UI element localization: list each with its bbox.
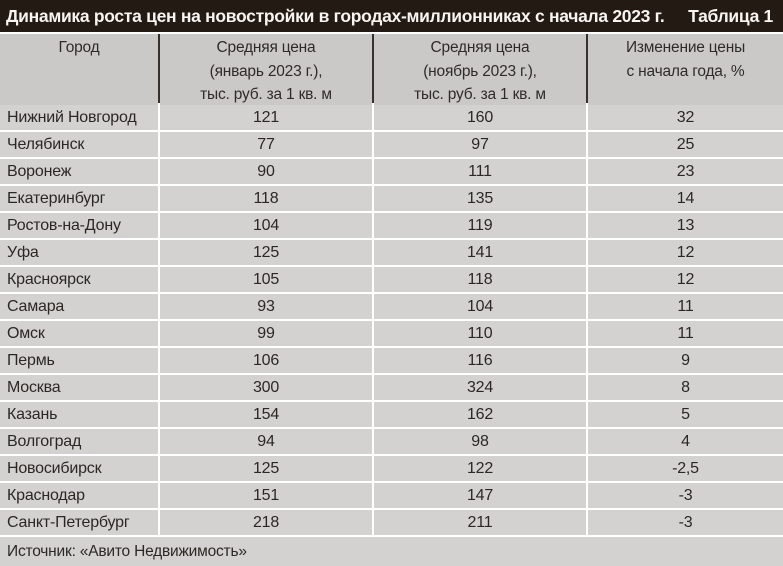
table-header-row: Город Средняя цена (январь 2023 г.), тыс… [0, 34, 783, 107]
header-price-change: Изменение цены с начала года, % [588, 34, 783, 107]
value-cell: 118 [160, 186, 372, 211]
city-cell: Казань [0, 402, 158, 427]
value-cell: -3 [588, 510, 783, 535]
value-cell: 77 [160, 132, 372, 157]
table-row: Волгоград 94 98 4 [0, 429, 783, 454]
value-cell: 90 [160, 159, 372, 184]
value-cell: 99 [160, 321, 372, 346]
value-cell: 125 [160, 240, 372, 265]
value-cell: 162 [374, 402, 586, 427]
city-cell: Самара [0, 294, 158, 319]
value-cell: 9 [588, 348, 783, 373]
value-cell: 151 [160, 483, 372, 508]
city-cell: Ростов-на-Дону [0, 213, 158, 238]
city-cell: Волгоград [0, 429, 158, 454]
value-cell: 104 [374, 294, 586, 319]
table-row: Челябинск 77 97 25 [0, 132, 783, 157]
table-row: Пермь 106 116 9 [0, 348, 783, 373]
value-cell: 105 [160, 267, 372, 292]
value-cell: 300 [160, 375, 372, 400]
value-cell: 324 [374, 375, 586, 400]
value-cell: 13 [588, 213, 783, 238]
value-cell: 147 [374, 483, 586, 508]
table-row: Воронеж 90 111 23 [0, 159, 783, 184]
title-bar: Динамика роста цен на новостройки в горо… [0, 0, 783, 32]
value-cell: 32 [588, 105, 783, 130]
table-row: Красноярск 105 118 12 [0, 267, 783, 292]
value-cell: 110 [374, 321, 586, 346]
city-cell: Краснодар [0, 483, 158, 508]
table-row: Самара 93 104 11 [0, 294, 783, 319]
value-cell: 118 [374, 267, 586, 292]
value-cell: 111 [374, 159, 586, 184]
city-cell: Москва [0, 375, 158, 400]
page-title: Динамика роста цен на новостройки в горо… [6, 5, 665, 26]
source-note: Источник: «Авито Недвижимость» [0, 537, 783, 566]
value-cell: 12 [588, 240, 783, 265]
city-cell: Новосибирск [0, 456, 158, 481]
value-cell: -3 [588, 483, 783, 508]
city-cell: Нижний Новгород [0, 105, 158, 130]
value-cell: 125 [160, 456, 372, 481]
value-cell: 11 [588, 321, 783, 346]
city-cell: Челябинск [0, 132, 158, 157]
table-row: Уфа 125 141 12 [0, 240, 783, 265]
value-cell: 11 [588, 294, 783, 319]
table-number-label: Таблица 1 [688, 5, 773, 26]
city-cell: Екатеринбург [0, 186, 158, 211]
value-cell: 218 [160, 510, 372, 535]
table-row: Ростов-на-Дону 104 119 13 [0, 213, 783, 238]
table-row: Санкт-Петербург 218 211 -3 [0, 510, 783, 535]
header-price-november: Средняя цена (ноябрь 2023 г.), тыс. руб.… [374, 34, 586, 107]
table-row: Нижний Новгород 121 160 32 [0, 105, 783, 130]
table-body: Нижний Новгород 121 160 32 Челябинск 77 97 25 Во… [0, 105, 783, 535]
city-cell: Санкт-Петербург [0, 510, 158, 535]
value-cell: 154 [160, 402, 372, 427]
city-cell: Воронеж [0, 159, 158, 184]
value-cell: 93 [160, 294, 372, 319]
value-cell: 116 [374, 348, 586, 373]
value-cell: 106 [160, 348, 372, 373]
value-cell: 12 [588, 267, 783, 292]
value-cell: 119 [374, 213, 586, 238]
value-cell: 141 [374, 240, 586, 265]
value-cell: 14 [588, 186, 783, 211]
city-cell: Омск [0, 321, 158, 346]
value-cell: 104 [160, 213, 372, 238]
value-cell: 135 [374, 186, 586, 211]
value-cell: -2,5 [588, 456, 783, 481]
table-row: Краснодар 151 147 -3 [0, 483, 783, 508]
city-cell: Красноярск [0, 267, 158, 292]
value-cell: 121 [160, 105, 372, 130]
value-cell: 4 [588, 429, 783, 454]
value-cell: 122 [374, 456, 586, 481]
table-row: Казань 154 162 5 [0, 402, 783, 427]
table-row: Новосибирск 125 122 -2,5 [0, 456, 783, 481]
value-cell: 8 [588, 375, 783, 400]
value-cell: 98 [374, 429, 586, 454]
table-row: Омск 99 110 11 [0, 321, 783, 346]
city-cell: Уфа [0, 240, 158, 265]
header-price-january: Средняя цена (январь 2023 г.), тыс. руб.… [160, 34, 372, 107]
value-cell: 94 [160, 429, 372, 454]
table-row: Москва 300 324 8 [0, 375, 783, 400]
city-cell: Пермь [0, 348, 158, 373]
header-city: Город [0, 34, 158, 107]
value-cell: 97 [374, 132, 586, 157]
table-row: Екатеринбург 118 135 14 [0, 186, 783, 211]
value-cell: 211 [374, 510, 586, 535]
value-cell: 5 [588, 402, 783, 427]
value-cell: 23 [588, 159, 783, 184]
value-cell: 160 [374, 105, 586, 130]
value-cell: 25 [588, 132, 783, 157]
